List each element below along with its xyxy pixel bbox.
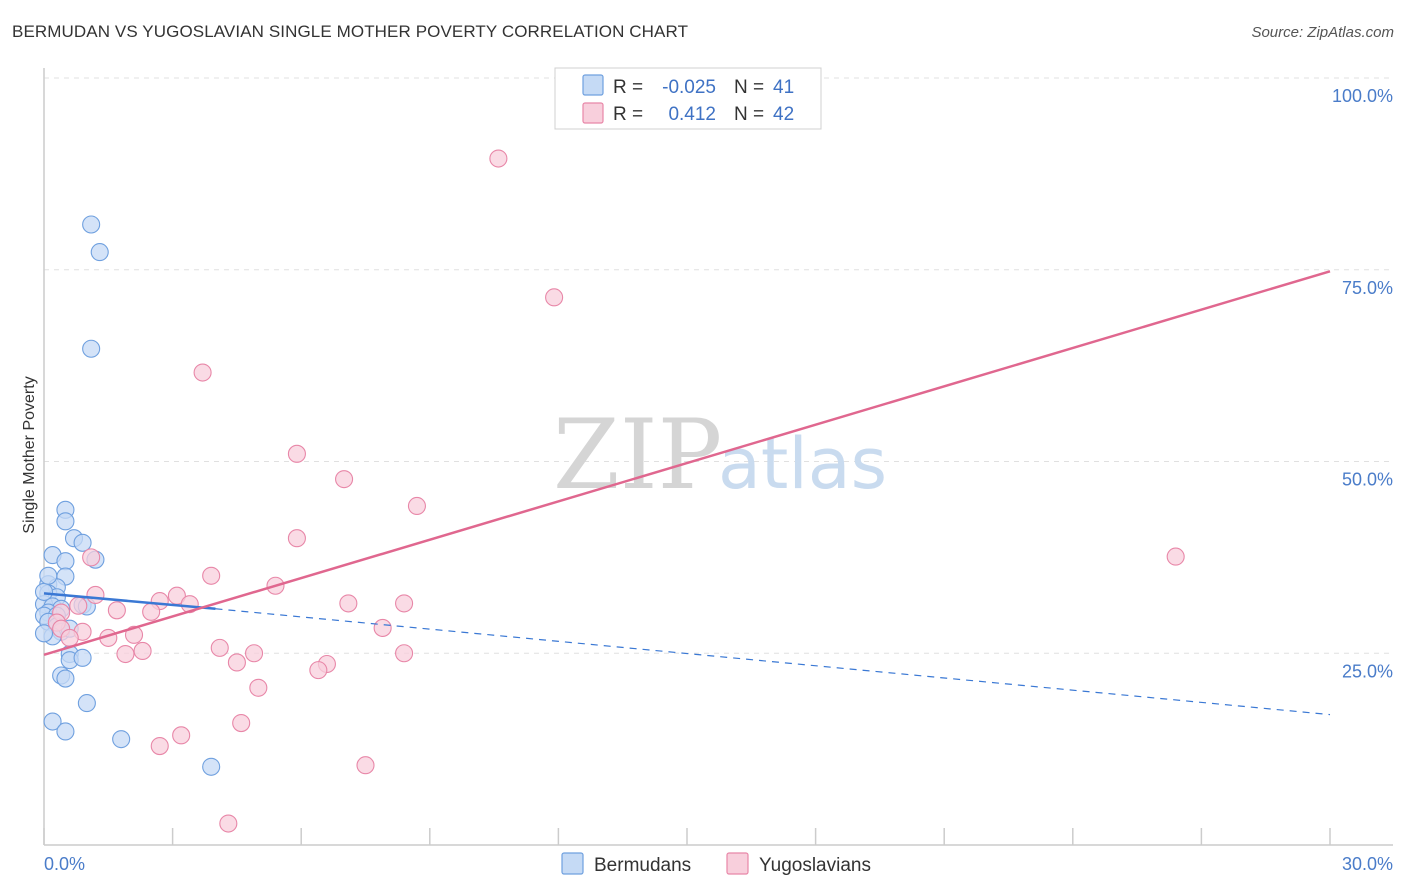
trend-lines — [43, 270, 1331, 716]
legend: R = -0.025 N = 41 R = 0.412 N = 42 — [554, 67, 822, 130]
data-point — [90, 243, 109, 262]
data-point — [60, 628, 79, 647]
axes — [43, 68, 1393, 846]
y-tick-label: 25.0% — [1342, 661, 1393, 681]
source-note: Source: ZipAtlas.com — [1251, 24, 1394, 41]
data-point — [202, 566, 221, 585]
data-point — [82, 548, 101, 567]
legend-n-value-2: 42 — [773, 104, 794, 125]
data-point — [56, 512, 75, 531]
legend-r-value-2: 0.412 — [668, 104, 716, 125]
chart-title: BERMUDAN VS YUGOSLAVIAN SINGLE MOTHER PO… — [12, 22, 689, 41]
data-point — [142, 602, 161, 621]
data-point — [73, 648, 92, 667]
data-point — [82, 215, 101, 234]
data-point — [339, 594, 358, 613]
data-point — [82, 339, 101, 358]
data-point — [180, 595, 199, 614]
data-point — [172, 726, 191, 745]
x-tick-label-min: 0.0% — [44, 854, 85, 874]
data-point — [210, 638, 229, 657]
watermark-zip: ZIP — [553, 399, 722, 511]
data-point — [86, 585, 105, 605]
data-point — [489, 149, 508, 168]
data-point — [287, 529, 306, 548]
data-point — [77, 694, 96, 713]
data-point — [112, 730, 131, 749]
series-bermudans — [34, 215, 221, 776]
bottom-legend-label-bermudans: Bermudans — [594, 855, 691, 876]
data-point — [244, 644, 264, 663]
data-point — [309, 661, 328, 680]
data-point — [373, 618, 392, 637]
legend-n-label-1: N = — [734, 77, 764, 98]
data-point — [395, 594, 414, 613]
data-point — [227, 653, 246, 672]
data-point — [73, 533, 92, 552]
watermark-atlas: atlas — [718, 423, 887, 505]
data-point — [34, 582, 54, 601]
legend-swatch-yugoslavians — [582, 102, 604, 124]
trend-line-bermudans-extended — [215, 608, 1331, 716]
data-point — [193, 363, 212, 382]
data-point — [287, 444, 306, 463]
x-axis-ticks — [43, 828, 1331, 845]
data-point — [116, 644, 135, 664]
trend-line-bermudans — [43, 592, 216, 611]
bottom-legend: Bermudans Yugoslavians — [561, 852, 871, 876]
data-point — [150, 737, 169, 756]
y-tick-label: 75.0% — [1342, 278, 1393, 298]
gridlines — [44, 77, 1393, 654]
data-point — [56, 552, 75, 571]
legend-r-label-2: R = — [613, 104, 643, 125]
legend-n-label-2: N = — [734, 104, 764, 125]
data-point — [39, 566, 58, 585]
data-point — [545, 288, 564, 307]
trend-line-yugoslavians — [43, 270, 1331, 656]
data-point — [219, 814, 238, 833]
x-tick-labels: 0.0% 30.0% — [44, 854, 1393, 874]
bottom-legend-swatch-bermudans — [561, 852, 584, 875]
data-point — [1166, 547, 1185, 566]
data-point — [356, 756, 375, 775]
y-tick-labels: 25.0% 50.0% 75.0% 100.0% — [1332, 86, 1393, 681]
y-tick-label: 50.0% — [1342, 470, 1393, 490]
data-point — [395, 644, 414, 663]
data-point — [34, 624, 54, 643]
y-axis-title: Single Mother Poverty — [21, 376, 38, 533]
data-point — [335, 470, 354, 489]
data-point — [56, 669, 75, 688]
data-point — [56, 722, 75, 741]
legend-r-label-1: R = — [613, 77, 643, 98]
data-point — [133, 641, 152, 660]
data-point — [202, 757, 221, 776]
legend-r-value-1: -0.025 — [662, 77, 716, 98]
y-tick-label: 100.0% — [1332, 86, 1393, 106]
legend-swatch-bermudans — [582, 74, 604, 96]
data-point — [69, 596, 88, 615]
bottom-legend-label-yugoslavians: Yugoslavians — [759, 855, 871, 876]
x-tick-label-max: 30.0% — [1342, 854, 1393, 874]
bottom-legend-swatch-yugoslavians — [726, 852, 749, 875]
legend-n-value-1: 41 — [773, 77, 794, 98]
data-point — [107, 601, 126, 620]
data-point — [43, 712, 62, 731]
data-point — [249, 678, 268, 697]
data-point — [124, 625, 144, 644]
data-point — [407, 496, 426, 516]
data-point — [232, 713, 251, 733]
